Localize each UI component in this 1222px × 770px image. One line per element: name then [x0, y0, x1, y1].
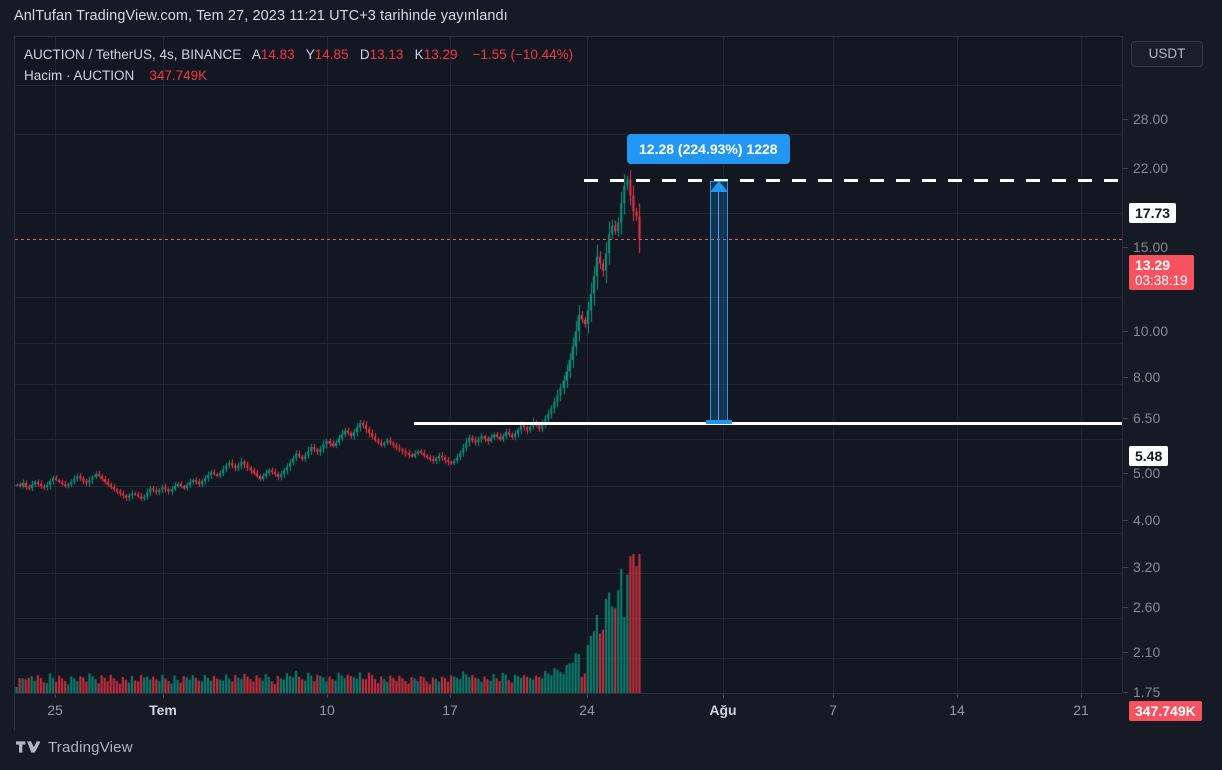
time-tick-mark [450, 694, 451, 698]
measurement-tool-label[interactable]: 12.28 (224.93%) 1228 [627, 134, 790, 164]
price-scale[interactable]: USDT 28.00 22.00 15.00 10.00 8.00 6.50 5.00 4.0… [1122, 36, 1222, 721]
price-tick: 1.75 [1122, 684, 1161, 700]
pill-value: 5.48 [1135, 448, 1163, 464]
pill-value: 17.73 [1135, 205, 1171, 221]
time-tick-mark [163, 694, 164, 698]
time-tick-label: Ağu [709, 702, 737, 718]
price-tick: 4.00 [1122, 512, 1161, 528]
time-tick-label: 25 [47, 702, 63, 718]
time-tick-mark [1081, 694, 1082, 698]
measurement-tool-arrow-icon [710, 181, 728, 192]
price-tick: 2.10 [1122, 644, 1161, 660]
time-tick-mark [957, 694, 958, 698]
currency-badge[interactable]: USDT [1131, 41, 1203, 67]
time-tick-label: 7 [829, 702, 837, 718]
time-tick-mark [723, 694, 724, 698]
time-tick-label: 21 [1073, 702, 1089, 718]
tradingview-logo-icon [16, 740, 40, 753]
volume-histogram-series [15, 37, 1122, 693]
chart-canvas-area[interactable] [14, 36, 1122, 693]
measurement-tool-base [706, 420, 732, 424]
resistance-dashed-line[interactable] [584, 179, 1122, 182]
pill-countdown: 03:38:19 [1135, 273, 1188, 288]
last-price-pill[interactable]: 13.29 03:38:19 [1129, 255, 1194, 290]
price-tick: 28.00 [1122, 111, 1169, 127]
high-price-pill[interactable]: 17.73 [1129, 203, 1177, 223]
time-tick-label: 10 [319, 702, 335, 718]
tradingview-brand-label: TradingView [48, 739, 133, 756]
price-tick: 10.00 [1122, 323, 1169, 339]
price-tick: 15.00 [1122, 239, 1169, 255]
price-tick: 3.20 [1122, 559, 1161, 575]
support-solid-line[interactable] [414, 422, 1122, 425]
pill-value: 13.29 [1135, 257, 1171, 273]
time-tick-mark [327, 694, 328, 698]
time-tick-mark [833, 694, 834, 698]
price-tick: 6.50 [1122, 410, 1161, 426]
volume-value-pill[interactable]: 347.749K [1129, 701, 1202, 721]
pill-value: 347.749K [1135, 703, 1196, 719]
price-tick: 5.00 [1122, 465, 1161, 481]
time-tick-label: 17 [442, 702, 458, 718]
support-price-pill[interactable]: 5.48 [1129, 446, 1169, 466]
time-tick-label: 24 [579, 702, 595, 718]
measurement-tool-box[interactable] [710, 181, 728, 423]
time-tick-mark [55, 694, 56, 698]
last-price-line [15, 239, 1122, 240]
time-tick-label: Tem [149, 702, 177, 718]
time-tick-label: 14 [949, 702, 965, 718]
price-tick: 22.00 [1122, 160, 1169, 176]
footer: TradingView [16, 739, 133, 756]
publication-caption: AnlTufan TradingView.com, Tem 27, 2023 1… [14, 8, 508, 24]
time-scale[interactable]: 25 Tem 10 17 24 Ağu 7 14 21 [14, 693, 1122, 731]
time-tick-mark [587, 694, 588, 698]
measurement-tool-stem [718, 181, 719, 423]
price-tick: 8.00 [1122, 369, 1161, 385]
price-tick: 2.60 [1122, 599, 1161, 615]
